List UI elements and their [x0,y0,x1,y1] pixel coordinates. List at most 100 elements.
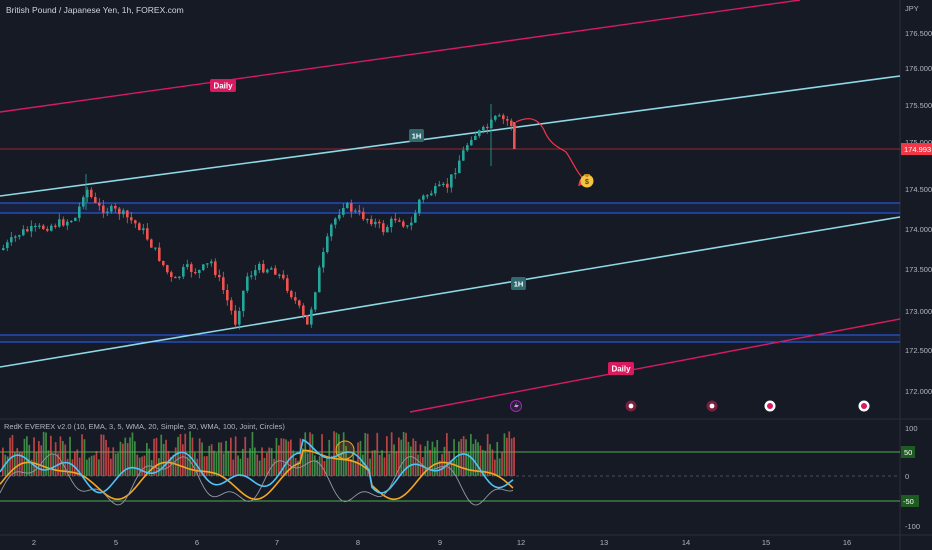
daily-channel-lower-line[interactable] [409,318,901,413]
hourly-channel-upper-line[interactable] [0,75,901,197]
candle-body[interactable] [230,300,233,311]
candle-body[interactable] [513,122,516,149]
candle-body[interactable] [242,290,245,312]
candle-body[interactable] [30,225,33,232]
daily-channel-upper-line[interactable] [0,0,801,113]
candle-body[interactable] [322,251,325,268]
candle-body[interactable] [486,126,489,129]
candle-body[interactable] [318,267,321,293]
candle-body[interactable] [174,277,177,279]
candle-body[interactable] [222,277,225,290]
candle-body[interactable] [114,205,117,209]
support-zone[interactable] [0,335,900,342]
candle-body[interactable] [22,229,25,236]
candle-body[interactable] [414,213,417,223]
candle-body[interactable] [454,173,457,175]
money-bag-icon[interactable]: $ [580,174,594,188]
candle-body[interactable] [474,135,477,141]
candle-body[interactable] [302,305,305,316]
candlestick-series[interactable] [2,104,517,330]
candle-body[interactable] [18,235,21,237]
candle-body[interactable] [482,126,485,131]
candle-body[interactable] [370,219,373,225]
candle-body[interactable] [382,223,385,233]
candle-body[interactable] [150,239,153,248]
candle-body[interactable] [498,115,501,117]
candle-body[interactable] [246,276,249,291]
economic-event-icon-2[interactable] [706,400,718,412]
candle-body[interactable] [266,269,269,273]
candle-body[interactable] [390,218,393,227]
candle-body[interactable] [106,211,109,213]
candle-body[interactable] [170,272,173,278]
candle-body[interactable] [42,225,45,230]
hourly-label-lower[interactable]: 1H [511,277,526,290]
candle-body[interactable] [34,225,37,227]
candle-body[interactable] [446,183,449,188]
candle-body[interactable] [186,264,189,267]
candle-body[interactable] [226,289,229,301]
candle-body[interactable] [494,115,497,120]
candle-body[interactable] [198,269,201,274]
candle-body[interactable] [386,226,389,233]
candle-body[interactable] [90,189,93,198]
candle-body[interactable] [410,222,413,226]
candle-body[interactable] [430,193,433,196]
candle-body[interactable] [502,115,505,120]
candle-body[interactable] [330,224,333,237]
lightning-event-icon[interactable] [510,400,522,412]
candle-body[interactable] [58,219,61,227]
indicator-title[interactable]: RedK EVEREX v2.0 (10, EMA, 3, 5, WMA, 20… [4,422,285,431]
candle-body[interactable] [314,292,317,310]
candle-body[interactable] [398,220,401,222]
candle-body[interactable] [310,309,313,325]
candle-body[interactable] [406,225,409,227]
candle-body[interactable] [46,229,49,231]
candle-body[interactable] [86,189,89,198]
candle-body[interactable] [66,221,69,226]
candle-body[interactable] [394,218,397,221]
candle-body[interactable] [470,140,473,146]
candle-body[interactable] [466,145,469,151]
candle-body[interactable] [14,236,17,238]
candle-body[interactable] [126,210,129,218]
candle-body[interactable] [214,261,217,275]
candle-body[interactable] [426,195,429,197]
candle-body[interactable] [354,210,357,212]
daily-label-upper[interactable]: Daily [210,79,236,92]
candle-body[interactable] [206,263,209,265]
candle-body[interactable] [290,290,293,298]
candle-body[interactable] [210,261,213,264]
price-axis[interactable]: 176.500 176.000 175.500 175.000 174.500 174.0… [905,29,932,396]
candle-body[interactable] [110,205,113,212]
candle-body[interactable] [130,217,133,221]
candle-body[interactable] [342,208,345,215]
candle-body[interactable] [194,271,197,274]
candle-body[interactable] [262,263,265,273]
hourly-label-upper[interactable]: 1H [409,129,424,142]
candle-body[interactable] [298,300,301,306]
economic-event-icon-3[interactable] [764,400,776,412]
candle-body[interactable] [374,221,377,225]
candle-body[interactable] [218,274,221,278]
candle-body[interactable] [306,315,309,325]
candle-body[interactable] [2,248,5,250]
candle-body[interactable] [362,211,365,220]
candle-body[interactable] [338,214,341,219]
candle-body[interactable] [274,268,277,275]
projection-path[interactable] [515,118,587,183]
candle-body[interactable] [146,228,149,240]
candle-body[interactable] [142,228,145,231]
candle-body[interactable] [350,203,353,212]
daily-label-lower[interactable]: Daily [608,362,634,375]
candle-body[interactable] [54,225,57,227]
candle-body[interactable] [250,275,253,277]
candle-body[interactable] [62,219,65,226]
candle-body[interactable] [158,247,161,261]
candle-body[interactable] [10,237,13,243]
candle-body[interactable] [434,186,437,194]
candle-body[interactable] [418,199,421,214]
candle-body[interactable] [506,119,509,121]
candle-body[interactable] [282,274,285,279]
